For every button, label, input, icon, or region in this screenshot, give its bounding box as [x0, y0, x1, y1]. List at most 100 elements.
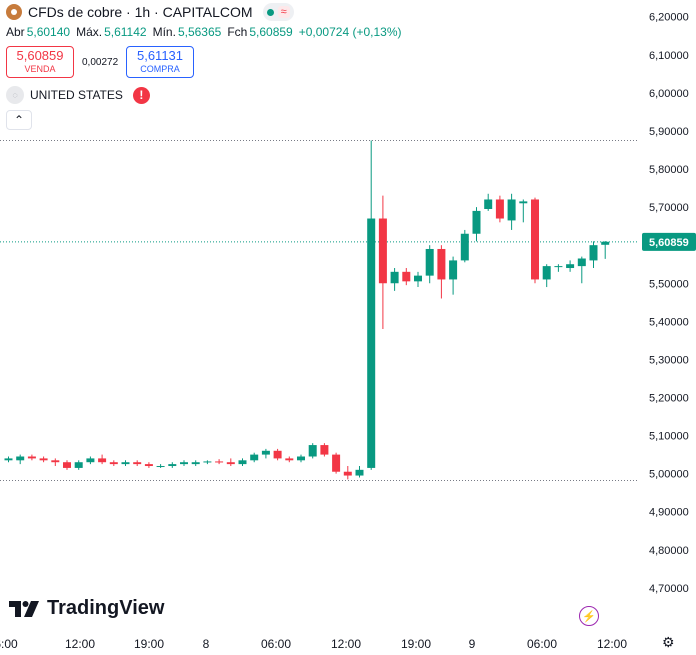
change-value: +0,00724 (+0,13%) — [298, 25, 402, 39]
candle-up — [355, 469, 364, 476]
candle-up — [261, 450, 270, 455]
candle-down — [63, 462, 71, 468]
y-tick-label: 5,80000 — [649, 164, 689, 176]
candle-down — [39, 458, 48, 461]
candle-up — [297, 456, 305, 461]
candle-up — [589, 245, 598, 261]
candle-down — [273, 450, 282, 459]
candle-up — [121, 462, 130, 465]
candle-up — [367, 218, 376, 468]
high-value: 5,61142 — [104, 25, 147, 39]
symbol-title: CFDs de cobre · 1h · CAPITALCOM — [28, 4, 253, 20]
y-tick-label: 5,00000 — [649, 469, 689, 481]
candle-up — [74, 462, 83, 468]
candle-up — [203, 461, 212, 463]
candle-up — [191, 462, 200, 465]
candle-up — [86, 458, 95, 463]
candle-down — [531, 199, 539, 280]
sell-label: VENDA — [24, 64, 56, 74]
y-tick-label: 6,10000 — [649, 50, 689, 62]
candle-up — [4, 458, 13, 461]
x-tick-label: 19:00 — [401, 637, 431, 651]
y-tick-label: 5,70000 — [649, 202, 689, 214]
open-value: 5,60140 — [26, 25, 71, 39]
low-label: Mín. — [152, 25, 176, 39]
y-tick-label: 5,30000 — [649, 354, 689, 366]
candle-down — [402, 271, 411, 282]
y-tick-label: 5,10000 — [649, 431, 689, 443]
buy-price: 5,61131 — [136, 48, 184, 63]
bolt-icon[interactable]: ⚡ — [579, 606, 599, 626]
x-tick-label: 06:00 — [527, 637, 557, 651]
candle-up — [180, 462, 188, 465]
low-value: 5,56365 — [177, 25, 222, 39]
candle-up — [601, 241, 610, 245]
high-label: Máx. — [76, 25, 103, 39]
buy-button[interactable]: 5,61131 COMPRA — [126, 46, 194, 78]
sell-price: 5,60859 — [16, 48, 64, 63]
candle-down — [378, 218, 387, 284]
candle-up — [414, 275, 422, 282]
candle-up — [16, 456, 25, 461]
collapse-legend-button[interactable]: ⌃ — [6, 110, 32, 130]
close-label: Fch — [227, 25, 248, 39]
candle-up — [507, 199, 516, 221]
gear-icon[interactable]: ⚙ — [662, 634, 675, 650]
y-tick-label: 4,90000 — [649, 507, 689, 519]
candle-up — [472, 210, 481, 234]
market-status-pill[interactable]: ≈ — [262, 3, 294, 21]
candle-down — [332, 454, 341, 472]
sell-button[interactable]: 5,60859 VENDA — [6, 46, 74, 78]
x-tick-label: 8 — [203, 637, 210, 651]
candle-down — [27, 456, 36, 459]
chevron-up-icon: ⌃ — [13, 113, 25, 127]
flag-icon: ◌ — [6, 86, 24, 104]
candle-up — [577, 258, 586, 267]
candle-up — [542, 266, 551, 280]
y-tick-label: 5,90000 — [649, 126, 689, 138]
candle-up — [484, 199, 493, 209]
candle-up — [519, 201, 528, 204]
candle-down — [133, 462, 142, 465]
candle-up — [566, 264, 575, 269]
y-tick-label: 4,80000 — [649, 545, 689, 557]
candle-down — [226, 462, 235, 465]
x-tick-label: 12:00 — [597, 637, 627, 651]
candle-down — [437, 248, 446, 280]
y-tick-label: 5,40000 — [649, 316, 689, 328]
symbol-legend[interactable]: CFDs de cobre · 1h · CAPITALCOM ≈ — [6, 3, 294, 21]
x-tick-label: 19:00 — [134, 637, 164, 651]
tradingview-mark-icon — [9, 600, 39, 617]
candle-down — [343, 471, 352, 476]
candle-up — [168, 464, 177, 467]
candle-up — [554, 266, 563, 268]
candle-up — [390, 271, 399, 284]
candle-down — [320, 445, 329, 455]
x-tick-label: 06:00 — [261, 637, 291, 651]
tradingview-logo[interactable]: TradingView — [9, 597, 164, 620]
candle-up — [250, 454, 259, 461]
y-tick-label: 6,00000 — [649, 88, 689, 100]
candle-down — [51, 460, 60, 463]
candle-down — [109, 462, 118, 465]
x-tick-label: 6:00 — [0, 637, 18, 651]
warning-icon[interactable]: ! — [132, 86, 150, 104]
candle-down — [495, 199, 504, 219]
y-tick-label: 5,50000 — [649, 278, 689, 290]
candle-up — [156, 466, 165, 468]
open-label: Abr — [6, 25, 25, 39]
candle-up — [449, 260, 458, 280]
volatility-icon: ≈ — [277, 6, 290, 18]
country-name: UNITED STATES — [30, 88, 123, 102]
y-tick-label: 6,20000 — [649, 12, 689, 24]
close-value: 5,60859 — [249, 25, 293, 39]
copper-symbol-icon — [6, 4, 22, 20]
ohlc-legend: Abr 5,60140 Máx. 5,61142 Mín. 5,56365 Fc… — [6, 25, 407, 39]
brand-name: TradingView — [47, 597, 165, 619]
market-open-icon — [266, 8, 274, 16]
last-price-tag — [642, 232, 696, 251]
country-indicator[interactable]: ◌ UNITED STATES ! — [6, 86, 150, 104]
candle-up — [308, 445, 317, 457]
last-price-label: 5,60859 — [649, 237, 689, 249]
